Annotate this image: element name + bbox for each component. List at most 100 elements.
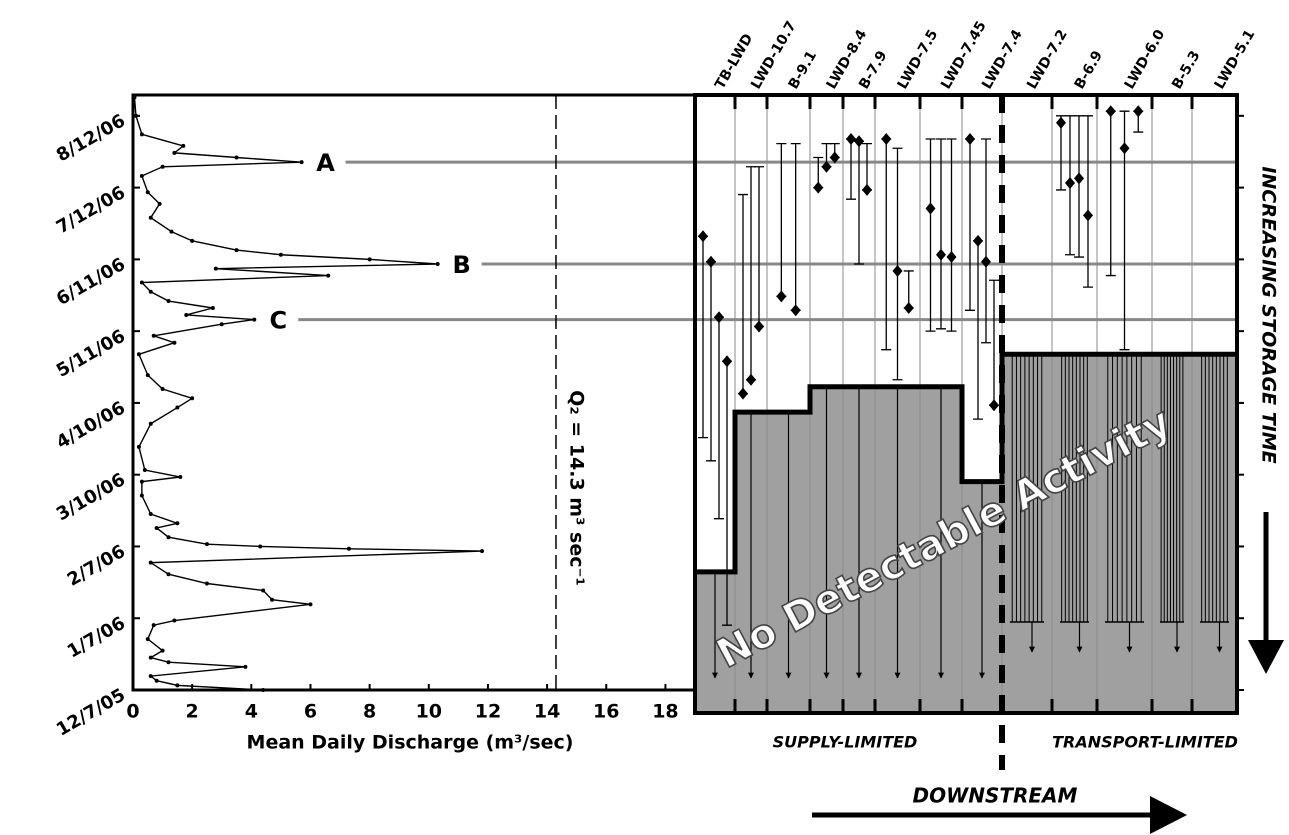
discharge-point (148, 421, 153, 426)
diamond (1065, 176, 1075, 189)
diamond (936, 248, 946, 261)
error-bar (881, 138, 892, 351)
y-tick-label: 6/11/06 (53, 254, 129, 310)
discharge-point (210, 305, 215, 310)
discharge-point (145, 373, 150, 378)
error-bar (892, 147, 903, 381)
discharge-point (157, 201, 162, 206)
discharge-point (252, 317, 257, 322)
discharge-point (243, 664, 248, 669)
error-bar (965, 138, 975, 311)
x-tick-label: 12 (475, 701, 501, 723)
discharge-point (154, 678, 159, 683)
threshold-line (695, 351, 1237, 575)
diamond (892, 264, 903, 277)
discharge-point (133, 113, 138, 118)
x-tick-label: 2 (186, 701, 199, 723)
no-activity-region (1097, 354, 1152, 713)
y-tick-label: 3/10/06 (53, 469, 129, 525)
discharge-point (308, 602, 313, 607)
diamond (698, 230, 708, 243)
x-tick-label: 0 (126, 701, 139, 723)
discharge-point (261, 688, 266, 692)
discharge-point (172, 618, 177, 623)
discharge-point (213, 266, 218, 271)
discharge-point (175, 405, 180, 410)
discharge-point (136, 352, 141, 357)
discharge-point (139, 280, 144, 285)
station-label: B-9.1 (786, 48, 821, 92)
x-axis-title: Mean Daily Discharge (m³/sec) (247, 732, 574, 754)
error-bar (925, 138, 936, 332)
discharge-point (184, 312, 189, 317)
discharge-point (204, 542, 209, 547)
diamond (790, 304, 801, 317)
discharge-point (166, 572, 171, 577)
station-label: B-5.3 (1169, 48, 1204, 92)
discharge-point (175, 521, 180, 526)
discharge-point (160, 164, 165, 169)
arrow-head (1248, 640, 1284, 674)
discharge-point (148, 560, 153, 565)
diamond (965, 132, 975, 145)
discharge-point (148, 289, 153, 294)
discharge-point (234, 248, 239, 253)
y-axis-title: INCREASING STORAGE TIME (1258, 166, 1280, 463)
annotation-label: B (453, 251, 471, 279)
discharge-point (181, 143, 186, 148)
y-tick-label: 1/7/06 (64, 613, 129, 663)
discharge-point (139, 132, 144, 137)
regime-label: TRANSPORT-LIMITED (1052, 733, 1238, 752)
discharge-point (480, 549, 485, 554)
discharge-point (160, 648, 165, 653)
discharge-point (139, 479, 144, 484)
station-label: LWD-5.1 (1212, 27, 1259, 92)
discharge-point (367, 257, 372, 262)
discharge-point (190, 396, 195, 401)
error-bar (790, 142, 801, 311)
discharge-point (136, 444, 141, 449)
discharge-point (151, 623, 156, 628)
error-bar (746, 166, 756, 381)
discharge-point (172, 340, 177, 345)
error-bar (981, 138, 991, 344)
diamond (776, 290, 787, 303)
discharge-point (132, 95, 137, 100)
error-bar (1105, 110, 1116, 277)
discharge-point (346, 546, 351, 551)
diamond (989, 399, 999, 412)
arrow-head (1150, 796, 1187, 834)
diamond (903, 301, 914, 314)
error-bar (854, 140, 864, 265)
discharge-point (139, 493, 144, 498)
error-bar (1074, 115, 1084, 258)
error-bar (698, 235, 708, 439)
error-bar (1083, 115, 1093, 288)
diamond (973, 234, 983, 247)
discharge-point (326, 273, 331, 278)
annotation-label: C (269, 307, 287, 335)
regime-label: SUPPLY-LIMITED (773, 733, 918, 752)
discharge-point (190, 238, 195, 243)
y-tick-label: 8/12/06 (53, 110, 129, 166)
discharge-point (172, 150, 177, 155)
diamond (1119, 142, 1130, 155)
no-activity-region (1052, 354, 1097, 713)
station-label: LWD-6.0 (1122, 27, 1169, 92)
station-label: LWD-7.4 (979, 27, 1026, 92)
discharge-point (148, 674, 153, 679)
x-axis-title: DOWNSTREAM (913, 784, 1078, 808)
discharge-point (278, 252, 283, 257)
discharge-point (270, 597, 275, 602)
discharge-point (219, 322, 224, 327)
x-tick-label: 4 (245, 701, 258, 723)
error-bar (738, 193, 748, 395)
y-tick-label: 7/12/06 (53, 182, 129, 238)
diamond (846, 132, 856, 145)
station-label: LWD-7.5 (895, 27, 942, 92)
error-bar (973, 240, 983, 420)
discharge-point (151, 333, 156, 338)
x-tick-label: 18 (652, 701, 678, 723)
no-activity-region (1192, 354, 1237, 713)
